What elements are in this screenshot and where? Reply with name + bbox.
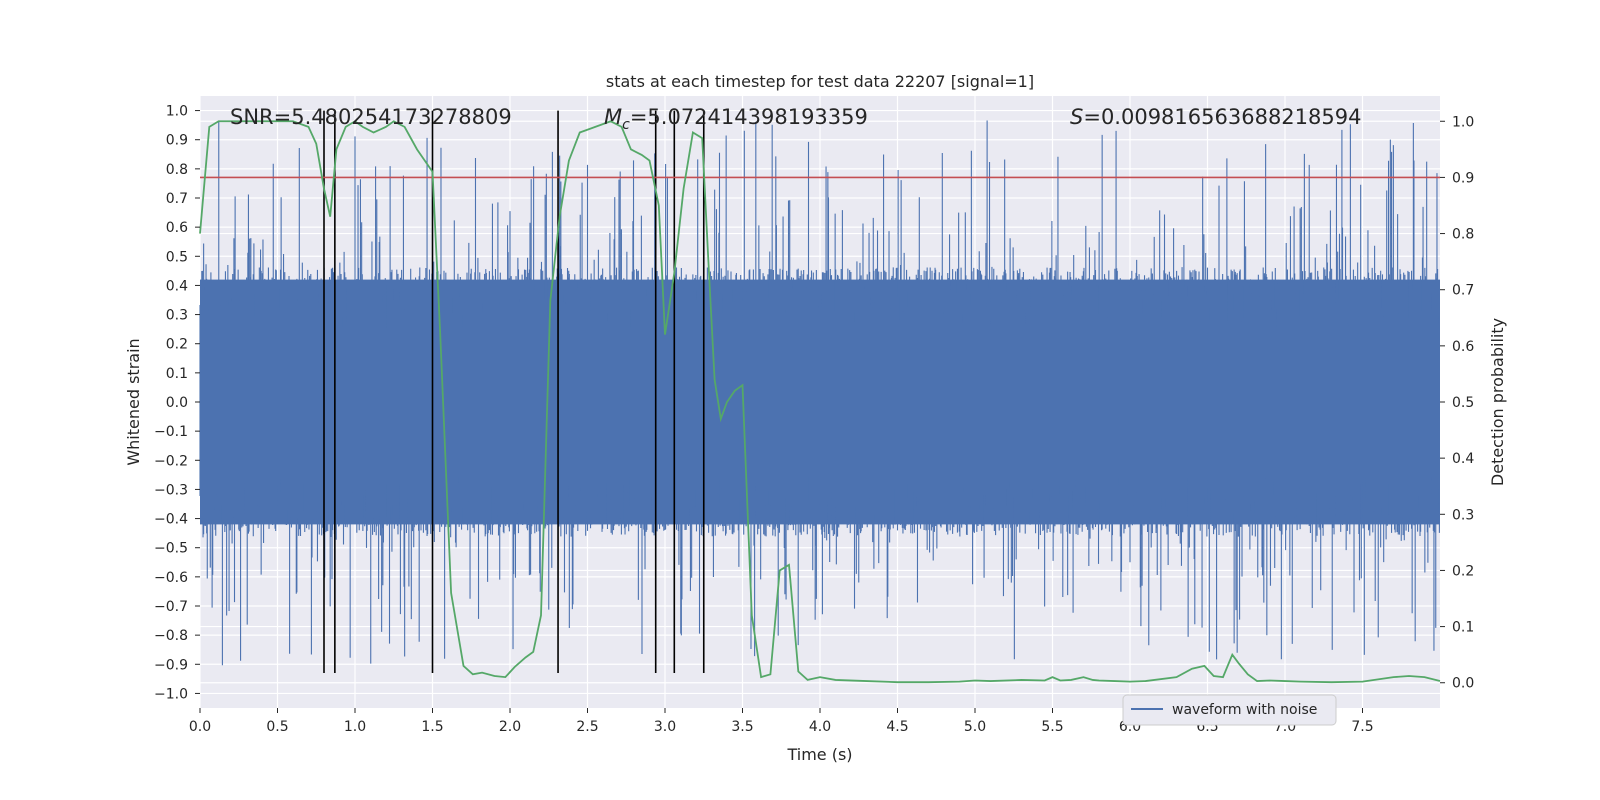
y-tick-label: −0.8 [154, 628, 188, 644]
y-tick-label: 1.0 [166, 104, 188, 120]
y2-tick-label: 0.8 [1452, 227, 1474, 243]
y2-tick-label: 0.9 [1452, 170, 1474, 186]
probability-series [199, 120, 1441, 684]
y-tick-label: 0.6 [166, 220, 188, 236]
y-tick-label: 0.0 [166, 395, 188, 411]
mc-annotation: Mc=5.072414398193359 [604, 105, 868, 133]
y-tick-label: 0.8 [166, 162, 188, 178]
x-tick-label: 4.5 [886, 719, 908, 735]
y-tick-label: −0.9 [154, 657, 188, 673]
y2-tick-label: 0.4 [1452, 451, 1474, 467]
y-tick-label: 0.7 [166, 191, 188, 207]
y-tick-label: −0.3 [154, 482, 188, 498]
x-tick-label: 5.0 [964, 719, 986, 735]
y2-tick-label: 0.5 [1452, 395, 1474, 411]
waveform-series [199, 120, 1440, 666]
x-tick-label: 1.0 [344, 719, 366, 735]
y-tick-label: −0.5 [154, 541, 188, 557]
y-tick-label: −0.4 [154, 512, 188, 528]
y2-tick-label: 0.7 [1452, 283, 1474, 299]
x-tick-label: 4.0 [809, 719, 831, 735]
x-tick-label: 7.5 [1351, 719, 1373, 735]
y-tick-label: −0.2 [154, 453, 188, 469]
s-annotation: S=0.009816563688218594 [1070, 105, 1361, 129]
y2-tick-label: 0.0 [1452, 676, 1474, 692]
x-tick-label: 5.5 [1041, 719, 1063, 735]
y-tick-label: −1.0 [154, 686, 188, 702]
x-tick-label: 0.0 [189, 719, 211, 735]
x-tick-label: 1.5 [421, 719, 443, 735]
x-axis-label: Time (s) [786, 745, 852, 764]
mc-value: =5.072414398193359 [630, 105, 868, 129]
x-tick-label: 0.5 [266, 719, 288, 735]
y2-tick-label: 1.0 [1452, 114, 1474, 130]
y-tick-label: −0.6 [154, 570, 188, 586]
event-lines [323, 110, 705, 674]
x-tick-label: 3.5 [731, 719, 753, 735]
y2-axis-label: Detection probability [1488, 318, 1507, 486]
chart-title: stats at each timestep for test data 222… [606, 72, 1034, 91]
s-symbol: S [1070, 105, 1083, 129]
y2-tick-label: 0.6 [1452, 339, 1474, 355]
waveform-line [199, 120, 1440, 666]
y-tick-label: 0.2 [166, 337, 188, 353]
x-tick-label: 2.5 [576, 719, 598, 735]
snr-annotation: SNR=5.480254173278809 [230, 105, 512, 129]
mc-symbol: M [604, 105, 622, 129]
y2-tick-label: 0.2 [1452, 563, 1474, 579]
legend: waveform with noise [1122, 694, 1337, 726]
y-tick-label: 0.4 [166, 278, 188, 294]
y-tick-label: 0.9 [166, 133, 188, 149]
y2-tick-label: 0.3 [1452, 507, 1474, 523]
y-tick-label: −0.1 [154, 424, 188, 440]
probability-line [199, 120, 1441, 684]
mc-subscript: c [622, 117, 630, 133]
s-value: =0.009816563688218594 [1083, 105, 1361, 129]
x-tick-label: 2.0 [499, 719, 521, 735]
y-tick-label: 0.5 [166, 249, 188, 265]
axes: 0.0 0.5 1.0 1.5 2.0 2.5 3.0 3.5 4.0 4.5 5.0 5.5 6.0 6… [154, 104, 1474, 735]
legend-label: waveform with noise [1172, 702, 1317, 718]
y-tick-label: 0.1 [166, 366, 188, 382]
y-tick-label: 0.3 [166, 308, 188, 324]
y-tick-label: −0.7 [154, 599, 188, 615]
legend-box [1122, 694, 1337, 726]
y-axis-label: Whitened strain [124, 338, 143, 465]
x-tick-label: 3.0 [654, 719, 676, 735]
y2-tick-label: 0.1 [1452, 620, 1474, 636]
